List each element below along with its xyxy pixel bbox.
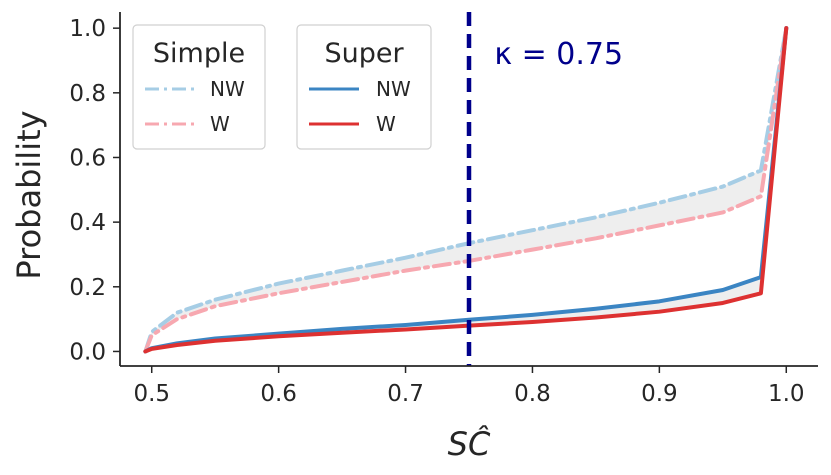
- x-tick-label: 0.8: [514, 381, 551, 407]
- y-tick-label: 0.4: [69, 210, 106, 236]
- y-tick-label: 0.8: [69, 81, 106, 107]
- legend-super-frame: [296, 24, 432, 150]
- legend-super: Super NW W: [296, 24, 432, 150]
- legend-super-title: Super: [324, 38, 404, 69]
- x-ticks: 0.5 0.6 0.7 0.8 0.9 1.0: [133, 366, 805, 407]
- y-ticks: 0.0 0.2 0.4 0.6 0.8 1.0: [69, 16, 120, 365]
- y-tick-label: 1.0: [69, 16, 106, 42]
- legend-simple-frame: [132, 24, 266, 150]
- legend-super-nw-label: NW: [376, 77, 411, 101]
- x-tick-label: 0.6: [260, 381, 297, 407]
- y-axis-label: Probability: [10, 110, 48, 279]
- x-tick-label: 0.9: [641, 381, 678, 407]
- y-tick-label: 0.2: [69, 275, 106, 301]
- legend-simple-nw-label: NW: [210, 77, 245, 101]
- axes: [119, 12, 818, 367]
- x-tick-label: 1.0: [768, 381, 805, 407]
- legend-simple: Simple NW W: [132, 24, 266, 150]
- legend-super-w-label: W: [376, 112, 396, 136]
- legend-simple-title: Simple: [153, 38, 245, 69]
- x-tick-label: 0.5: [133, 381, 170, 407]
- legend-simple-w-label: W: [210, 112, 230, 136]
- y-tick-label: 0.0: [69, 339, 106, 365]
- kappa-annotation: κ = 0.75: [494, 37, 623, 72]
- x-tick-label: 0.7: [387, 381, 424, 407]
- x-axis-label: SĈ: [448, 424, 491, 463]
- series-super-w-line: [143, 26, 789, 354]
- y-tick-label: 0.6: [69, 145, 106, 171]
